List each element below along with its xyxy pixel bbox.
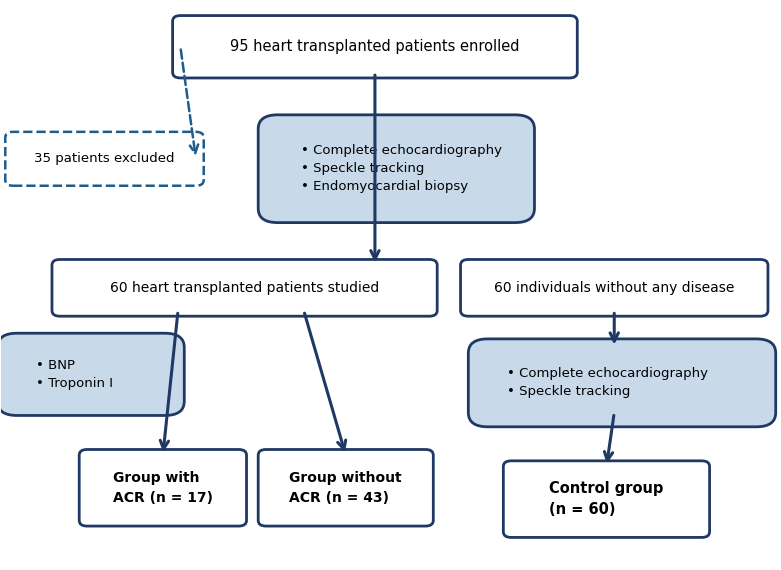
- FancyBboxPatch shape: [79, 450, 247, 526]
- FancyBboxPatch shape: [0, 333, 184, 416]
- Text: Group without
ACR (n = 43): Group without ACR (n = 43): [290, 471, 402, 504]
- Text: 95 heart transplanted patients enrolled: 95 heart transplanted patients enrolled: [230, 39, 519, 54]
- FancyBboxPatch shape: [259, 450, 433, 526]
- Text: • Complete echocardiography
• Speckle tracking
• Endomyocardial biopsy: • Complete echocardiography • Speckle tr…: [301, 144, 502, 193]
- Text: 60 heart transplanted patients studied: 60 heart transplanted patients studied: [110, 281, 380, 295]
- FancyBboxPatch shape: [52, 259, 437, 316]
- FancyBboxPatch shape: [469, 339, 776, 427]
- Text: 35 patients excluded: 35 patients excluded: [34, 152, 175, 165]
- FancyBboxPatch shape: [259, 115, 534, 223]
- Text: Control group
(n = 60): Control group (n = 60): [549, 481, 664, 517]
- Text: Group with
ACR (n = 17): Group with ACR (n = 17): [113, 471, 213, 504]
- Text: • Complete echocardiography
• Speckle tracking: • Complete echocardiography • Speckle tr…: [507, 367, 708, 398]
- FancyBboxPatch shape: [461, 259, 768, 316]
- Text: 60 individuals without any disease: 60 individuals without any disease: [494, 281, 734, 295]
- FancyBboxPatch shape: [5, 132, 204, 186]
- FancyBboxPatch shape: [503, 461, 710, 538]
- FancyBboxPatch shape: [173, 15, 577, 78]
- Text: • BNP
• Troponin I: • BNP • Troponin I: [37, 359, 113, 390]
